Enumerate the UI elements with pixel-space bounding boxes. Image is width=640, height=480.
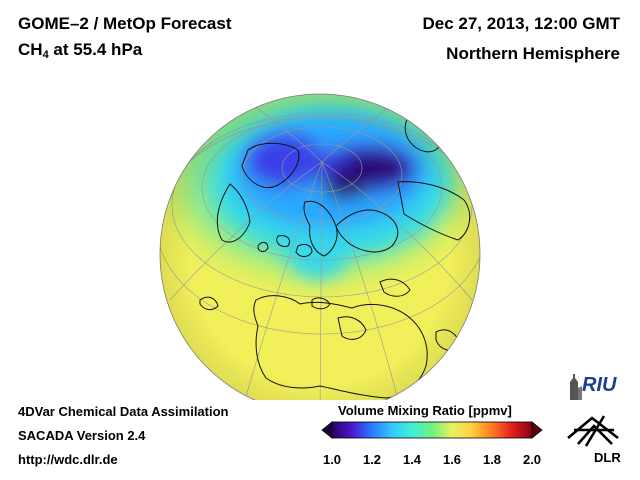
footer-method: 4DVar Chemical Data Assimilation (18, 404, 229, 419)
colorbar-min-arrow (321, 421, 333, 439)
species-prefix: CH (18, 40, 43, 59)
region-label: Northern Hemisphere (446, 44, 620, 63)
species-subscript: 4 (42, 49, 49, 61)
footer-version: SACADA Version 2.4 (18, 428, 146, 443)
colorbar-tick-label: 1.6 (442, 452, 462, 467)
dlr-logo-text: DLR (594, 450, 621, 465)
species-label: CH4 at 55.4 hPa (18, 40, 142, 61)
colorbar-tick-label: 2.0 (522, 452, 542, 467)
dlr-logo-icon (567, 415, 619, 447)
forecast-date: Dec 27, 2013, 12:00 GMT (422, 14, 620, 33)
globe-map (159, 93, 481, 400)
species-suffix: at 55.4 hPa (48, 40, 143, 59)
riu-logo-icon (570, 374, 582, 400)
map-title: GOME–2 / MetOp Forecast (18, 14, 232, 33)
colorbar-max-arrow (531, 421, 543, 439)
colorbar-tick-label: 1.4 (402, 452, 422, 467)
colorbar-tick-label: 1.2 (362, 452, 382, 467)
globe-outline (159, 93, 481, 400)
colorbar-tick-label: 1.0 (322, 452, 342, 467)
colorbar (321, 421, 543, 439)
colorbar-tick-label: 1.8 (482, 452, 502, 467)
riu-logo-text: RIU (582, 374, 617, 396)
colorbar-title: Volume Mixing Ratio [ppmv] (338, 403, 512, 418)
footer-url-link[interactable]: http://wdc.dlr.de (18, 452, 118, 467)
colorbar-gradient (331, 421, 533, 439)
